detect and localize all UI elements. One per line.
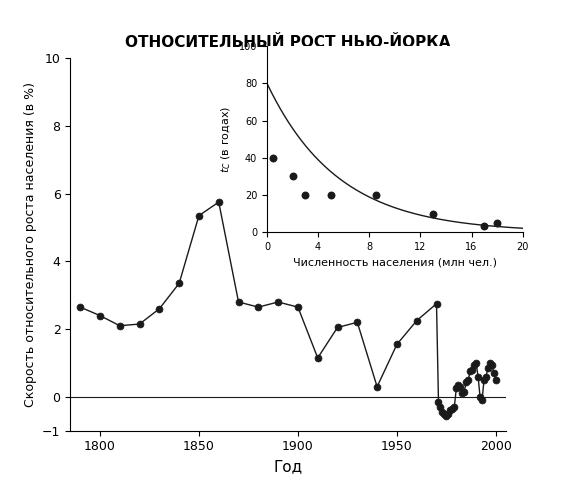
Point [429, 210, 438, 217]
Point [288, 173, 297, 181]
Y-axis label: $t_C$ (в годах): $t_C$ (в годах) [220, 106, 233, 173]
Point [492, 219, 501, 227]
Point [301, 191, 310, 199]
Point [371, 191, 380, 199]
Title: ОТНОСИТЕЛЬНЫЙ РОСТ НЬЮ-ЙОРКА: ОТНОСИТЕЛЬНЫЙ РОСТ НЬЮ-ЙОРКА [125, 35, 451, 50]
Point [269, 154, 278, 162]
X-axis label: Численность населения (млн чел.): Численность населения (млн чел.) [293, 257, 497, 268]
Point [480, 222, 489, 230]
X-axis label: Год: Год [274, 459, 302, 474]
Y-axis label: Скорость относительного роста населения (в %): Скорость относительного роста населения … [24, 82, 37, 407]
Point [327, 191, 336, 199]
